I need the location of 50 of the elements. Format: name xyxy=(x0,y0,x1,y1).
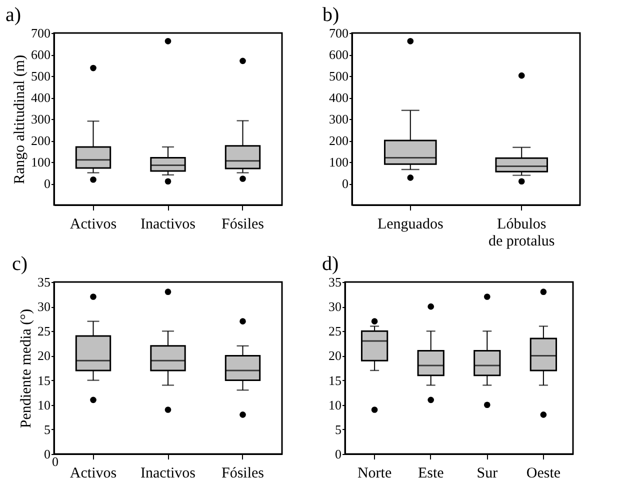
y-tick-label: 35 xyxy=(328,274,342,290)
x-tick-label: Activos xyxy=(70,466,117,482)
y-tick-label: 5 xyxy=(335,422,342,437)
y-tick-label: 5 xyxy=(44,422,50,437)
y-tick-label: 30 xyxy=(328,299,342,314)
y-tick-label: 500 xyxy=(31,68,50,84)
y-tick-label: 10 xyxy=(328,397,342,412)
y-tick-label: 25 xyxy=(38,324,50,339)
y-tick-label: 10 xyxy=(38,397,50,412)
y-tick-label: 500 xyxy=(329,68,348,84)
chart-title: c) xyxy=(12,253,28,275)
x-tick-label: Fósiles xyxy=(221,216,264,232)
x-tick-label: Fósiles xyxy=(221,466,264,482)
y-tick-label: 25 xyxy=(328,324,342,339)
x-tick-label: Norte xyxy=(357,466,392,482)
y-tick-label: 20 xyxy=(38,348,50,364)
y-tick-label: 300 xyxy=(31,112,50,126)
y-tick-label: 200 xyxy=(329,133,348,148)
chart-title: b) xyxy=(322,4,340,26)
y-tick-label: 700 xyxy=(31,26,50,40)
x-tick-label: Inactivos xyxy=(140,466,196,482)
x-tick-label: Activos xyxy=(70,216,117,232)
y-tick-label: 400 xyxy=(31,90,50,105)
x-tick-label: Lóbulos de protalus xyxy=(488,216,555,250)
y-tick-label: 700 xyxy=(329,26,348,40)
y-tick-label: 100 xyxy=(329,154,348,170)
y-tick-label: 600 xyxy=(31,47,50,62)
chart-title: a) xyxy=(6,4,22,26)
y-tick-label: 0 xyxy=(335,446,342,462)
chart-title: d) xyxy=(322,253,339,275)
y-tick-label: 15 xyxy=(38,372,50,388)
x-tick-label: Sur xyxy=(476,466,498,482)
y-tick-label: 200 xyxy=(31,133,50,148)
y-tick-label: 20 xyxy=(328,348,342,364)
y-tick-label: 30 xyxy=(38,299,50,314)
y-tick-label: 0 xyxy=(342,176,348,191)
y-tick-label: 100 xyxy=(31,154,50,170)
y-tick-label: 600 xyxy=(329,47,348,62)
y-tick-label: 0 xyxy=(44,176,50,191)
y-axis-title: Rango altitudinal (m) xyxy=(12,54,28,184)
y-axis-title: Pendiente media (°) xyxy=(18,308,34,428)
x-tick-label: Inactivos xyxy=(140,216,196,232)
x-tick-label: Este xyxy=(418,466,444,482)
y-tick-label: 300 xyxy=(329,112,348,126)
y-tick-label: 0 xyxy=(44,446,50,462)
x-tick-label: Lenguados xyxy=(377,216,444,232)
y-tick-label: 15 xyxy=(328,372,342,388)
y-tick-label: 400 xyxy=(329,90,348,105)
y-tick-label: 35 xyxy=(38,274,50,290)
x-tick-label: Oeste xyxy=(526,466,561,482)
